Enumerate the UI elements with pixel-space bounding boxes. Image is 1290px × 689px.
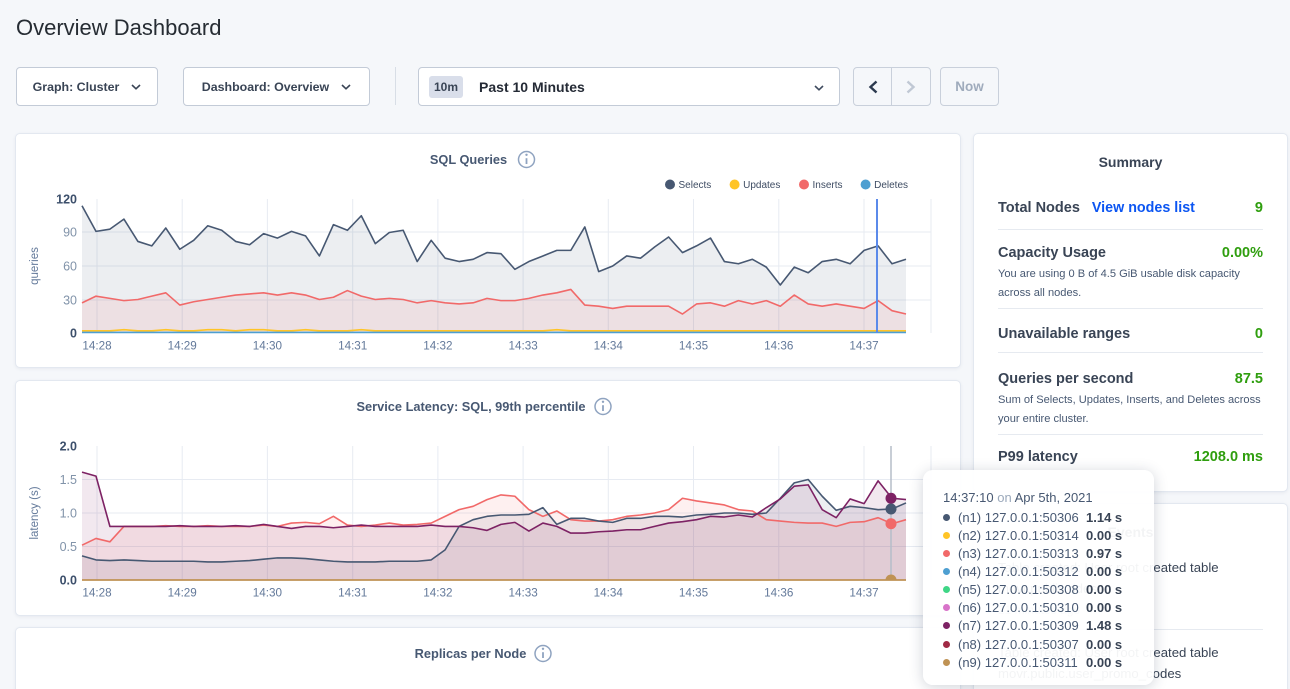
svg-text:Inserts: Inserts xyxy=(813,180,843,191)
svg-text:14:31: 14:31 xyxy=(338,340,367,353)
svg-text:14:33: 14:33 xyxy=(508,340,537,353)
svg-text:14:28: 14:28 xyxy=(82,587,111,600)
svg-text:0.0: 0.0 xyxy=(60,573,77,587)
svg-text:60: 60 xyxy=(63,259,77,273)
svg-text:30: 30 xyxy=(63,293,77,307)
svg-text:queries: queries xyxy=(29,247,41,285)
svg-text:14:35: 14:35 xyxy=(679,340,709,353)
svg-text:latency (s): latency (s) xyxy=(29,486,41,539)
svg-text:14:35: 14:35 xyxy=(679,587,709,600)
svg-text:14:29: 14:29 xyxy=(168,340,197,353)
svg-text:14:32: 14:32 xyxy=(423,340,452,353)
svg-text:Service Latency: SQL, 99th per: Service Latency: SQL, 99th percentile xyxy=(356,399,585,414)
svg-text:14:31: 14:31 xyxy=(338,587,367,600)
svg-text:14:34: 14:34 xyxy=(594,340,624,353)
svg-text:14:32: 14:32 xyxy=(423,587,452,600)
svg-text:SQL Queries: SQL Queries xyxy=(430,152,507,167)
svg-text:14:34: 14:34 xyxy=(594,587,624,600)
svg-text:14:36: 14:36 xyxy=(764,340,793,353)
svg-text:1.5: 1.5 xyxy=(60,473,77,487)
svg-text:14:36: 14:36 xyxy=(764,587,793,600)
svg-text:0.5: 0.5 xyxy=(60,540,77,554)
svg-text:14:37: 14:37 xyxy=(849,340,878,353)
svg-text:14:30: 14:30 xyxy=(253,340,283,353)
svg-text:90: 90 xyxy=(63,225,77,239)
svg-text:1.0: 1.0 xyxy=(60,506,77,520)
svg-text:Replicas per Node: Replicas per Node xyxy=(415,646,527,661)
svg-text:120: 120 xyxy=(56,192,77,206)
svg-text:Deletes: Deletes xyxy=(874,180,908,191)
svg-text:Selects: Selects xyxy=(679,180,712,191)
svg-text:0: 0 xyxy=(70,326,77,340)
svg-text:14:29: 14:29 xyxy=(168,587,197,600)
svg-text:Updates: Updates xyxy=(743,180,780,191)
svg-text:2.0: 2.0 xyxy=(60,439,77,453)
svg-text:14:37: 14:37 xyxy=(849,587,878,600)
svg-text:14:28: 14:28 xyxy=(82,340,111,353)
svg-text:14:33: 14:33 xyxy=(508,587,537,600)
svg-text:14:30: 14:30 xyxy=(253,587,283,600)
